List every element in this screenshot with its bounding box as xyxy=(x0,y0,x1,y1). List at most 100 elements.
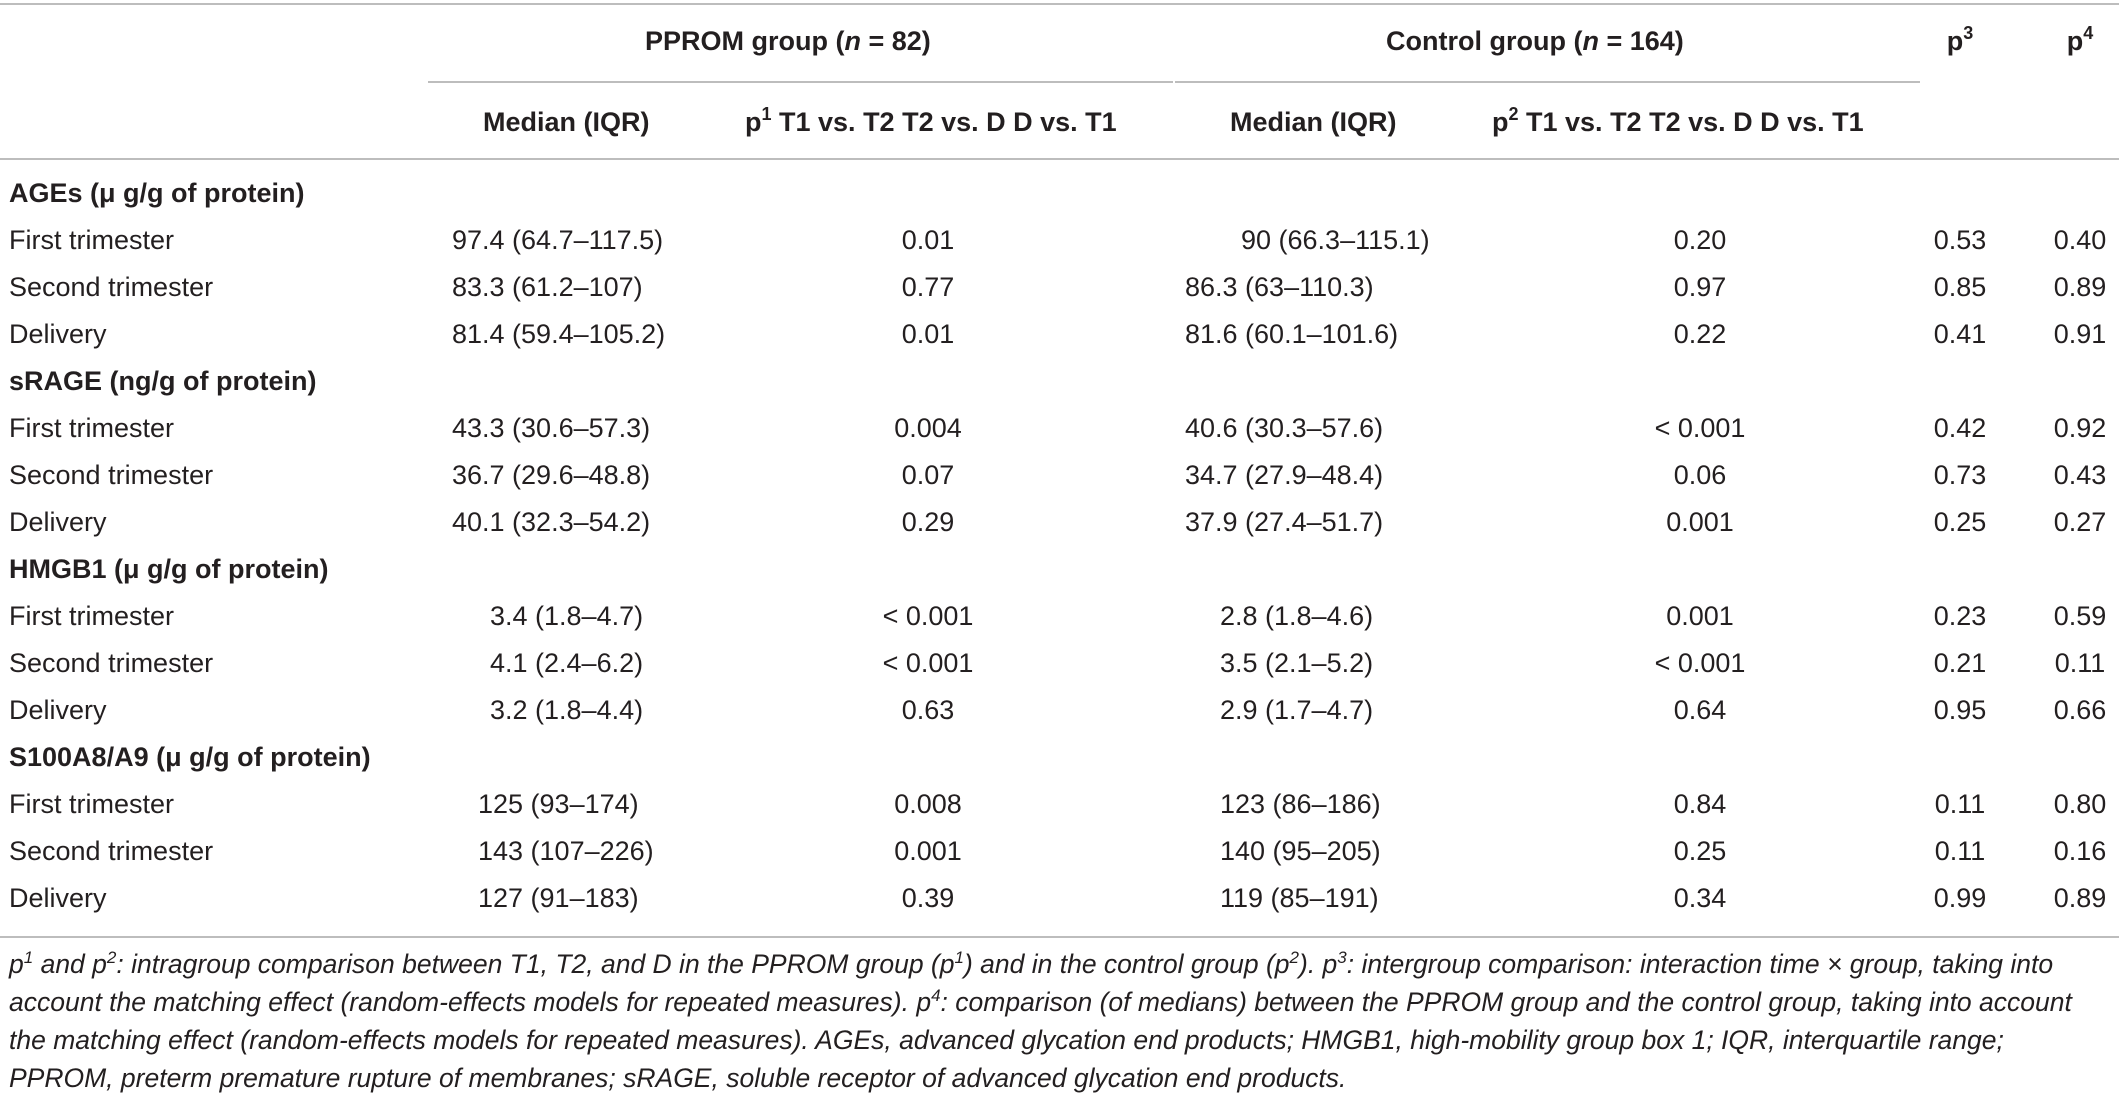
p1-value: 0.004 xyxy=(894,413,962,443)
row-label: Delivery xyxy=(9,883,107,913)
median-control: 123 (86–186) xyxy=(1220,789,1381,819)
p4-value: 0.91 xyxy=(2053,319,2107,349)
median-iqr-header-pprom: Median (IQR) xyxy=(483,107,650,137)
p1-value: < 0.001 xyxy=(882,601,974,631)
median-control: 37.9 (27.4–51.7) xyxy=(1185,507,1384,537)
p2-value: 0.20 xyxy=(1673,225,1727,255)
p3-header: p3 xyxy=(1946,23,1974,56)
p4-value: 0.59 xyxy=(2053,601,2107,631)
median-control: 2.8 (1.8–4.6) xyxy=(1220,601,1374,631)
control-group-header: Control group (n = 164) xyxy=(1386,26,1684,56)
p3-value: 0.41 xyxy=(1933,319,1987,349)
p3-value: 0.42 xyxy=(1933,413,1987,443)
p1-value: 0.39 xyxy=(901,883,955,913)
p4-value: 0.66 xyxy=(2053,695,2107,725)
p1-value: < 0.001 xyxy=(882,648,974,678)
median-pprom: 40.1 (32.3–54.2) xyxy=(452,507,651,537)
p2-value: 0.84 xyxy=(1673,789,1727,819)
p2-value: 0.97 xyxy=(1673,272,1727,302)
p2-value: 0.64 xyxy=(1673,695,1727,725)
top-rule xyxy=(0,3,2119,5)
median-control: 81.6 (60.1–101.6) xyxy=(1185,319,1399,349)
p2-value: < 0.001 xyxy=(1654,648,1746,678)
p4-value: 0.92 xyxy=(2053,413,2107,443)
row-label: Second trimester xyxy=(9,272,214,302)
p4-value: 0.89 xyxy=(2053,272,2107,302)
p2-value: < 0.001 xyxy=(1654,413,1746,443)
p2-value: 0.22 xyxy=(1673,319,1727,349)
median-control: 34.7 (27.9–48.4) xyxy=(1185,460,1384,490)
section-header-ages: AGEs (μ g/g of protein) xyxy=(9,178,305,208)
p3-value: 0.53 xyxy=(1933,225,1987,255)
p1-value: 0.01 xyxy=(901,225,955,255)
median-pprom: 3.4 (1.8–4.7) xyxy=(490,601,644,631)
pprom-group-header: PPROM group (n = 82) xyxy=(645,26,931,56)
p1-value: 0.001 xyxy=(894,836,962,866)
row-label: First trimester xyxy=(9,225,174,255)
row-label: Second trimester xyxy=(9,836,214,866)
p4-value: 0.16 xyxy=(2053,836,2107,866)
p3-value: 0.85 xyxy=(1933,272,1987,302)
table-bottom-rule xyxy=(0,936,2119,938)
median-pprom: 83.3 (61.2–107) xyxy=(452,272,643,302)
median-control: 140 (95–205) xyxy=(1220,836,1381,866)
p1-value: 0.29 xyxy=(901,507,955,537)
p2-value: 0.001 xyxy=(1666,507,1734,537)
p4-value: 0.89 xyxy=(2053,883,2107,913)
p2-value: 0.25 xyxy=(1673,836,1727,866)
p3-value: 0.25 xyxy=(1933,507,1987,537)
median-pprom: 3.2 (1.8–4.4) xyxy=(490,695,644,725)
p3-value: 0.95 xyxy=(1933,695,1987,725)
p4-value: 0.80 xyxy=(2053,789,2107,819)
median-control: 3.5 (2.1–5.2) xyxy=(1220,648,1374,678)
median-pprom: 4.1 (2.4–6.2) xyxy=(490,648,644,678)
pprom-group-underline xyxy=(428,81,1173,83)
p2-header: p2 T1 vs. T2 T2 vs. D D vs. T1 xyxy=(1492,104,1864,137)
control-group-underline xyxy=(1175,81,1920,83)
median-pprom: 36.7 (29.6–48.8) xyxy=(452,460,651,490)
row-label: First trimester xyxy=(9,413,174,443)
header-bottom-rule xyxy=(0,158,2119,160)
p1-value: 0.07 xyxy=(901,460,955,490)
section-header-s100a8-a9: S100A8/A9 (μ g/g of protein) xyxy=(9,742,371,772)
median-pprom: 127 (91–183) xyxy=(478,883,639,913)
p4-value: 0.11 xyxy=(2054,648,2106,678)
p4-value: 0.27 xyxy=(2053,507,2107,537)
median-iqr-header-control: Median (IQR) xyxy=(1230,107,1397,137)
p3-value: 0.21 xyxy=(1933,648,1987,678)
p1-value: 0.008 xyxy=(894,789,962,819)
p3-value: 0.11 xyxy=(1934,789,1986,819)
median-control: 86.3 (63–110.3) xyxy=(1185,272,1374,302)
median-pprom: 143 (107–226) xyxy=(478,836,654,866)
row-label: Delivery xyxy=(9,319,107,349)
median-pprom: 43.3 (30.6–57.3) xyxy=(452,413,651,443)
row-label: First trimester xyxy=(9,601,174,631)
p3-value: 0.73 xyxy=(1933,460,1987,490)
p4-header: p4 xyxy=(2066,23,2094,56)
p1-value: 0.77 xyxy=(901,272,955,302)
p3-value: 0.99 xyxy=(1933,883,1987,913)
row-label: Delivery xyxy=(9,695,107,725)
section-header-hmgb1: HMGB1 (μ g/g of protein) xyxy=(9,554,329,584)
row-label: Second trimester xyxy=(9,460,214,490)
p4-value: 0.40 xyxy=(2053,225,2107,255)
median-control: 40.6 (30.3–57.6) xyxy=(1185,413,1384,443)
median-control: 2.9 (1.7–4.7) xyxy=(1220,695,1374,725)
section-header-srage: sRAGE (ng/g of protein) xyxy=(9,366,317,396)
row-label: Delivery xyxy=(9,507,107,537)
p4-value: 0.43 xyxy=(2053,460,2107,490)
table-footnote: p1 and p2: intragroup comparison between… xyxy=(9,948,2072,1093)
row-label: Second trimester xyxy=(9,648,214,678)
median-pprom: 97.4 (64.7–117.5) xyxy=(452,225,664,255)
p1-header: p1 T1 vs. T2 T2 vs. D D vs. T1 xyxy=(745,104,1117,137)
row-label: First trimester xyxy=(9,789,174,819)
median-pprom: 81.4 (59.4–105.2) xyxy=(452,319,666,349)
p1-value: 0.63 xyxy=(901,695,955,725)
p3-value: 0.23 xyxy=(1933,601,1987,631)
p2-value: 0.001 xyxy=(1666,601,1734,631)
p2-value: 0.06 xyxy=(1673,460,1727,490)
p2-value: 0.34 xyxy=(1673,883,1727,913)
p1-value: 0.01 xyxy=(901,319,955,349)
median-control: 119 (85–191) xyxy=(1220,883,1379,913)
median-pprom: 125 (93–174) xyxy=(478,789,639,819)
